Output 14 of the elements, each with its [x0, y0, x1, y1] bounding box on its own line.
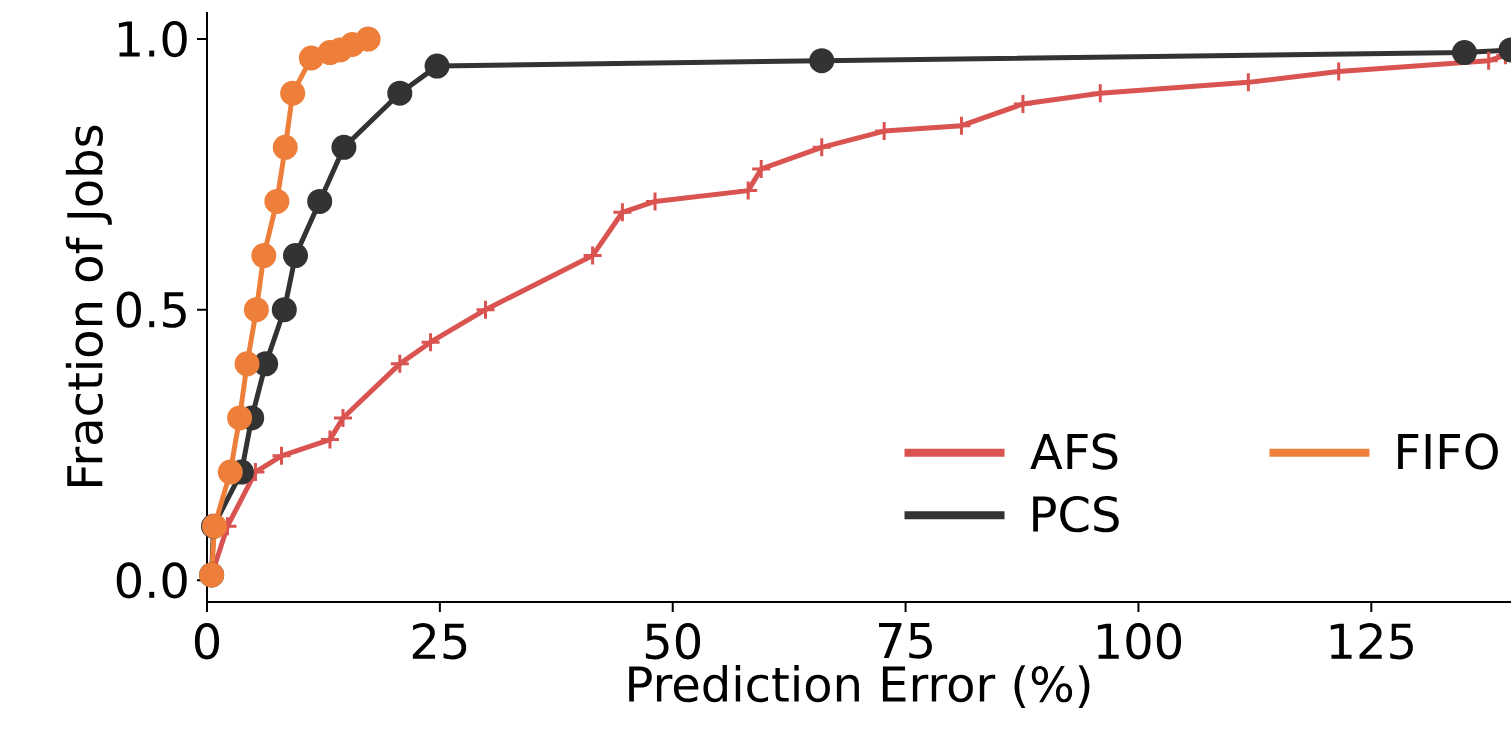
- legend-label: AFS: [1030, 433, 1118, 470]
- y-tick-label: 0.0: [116, 562, 187, 599]
- x-tick-label: 0: [194, 623, 220, 660]
- y-tick-label: 1.0: [118, 20, 187, 58]
- x-tick-label: 75: [878, 623, 932, 659]
- legend-label: PCS: [1033, 495, 1119, 533]
- x-axis-title: Prediction Error (%): [629, 665, 1090, 708]
- x-tick-label: 100: [1097, 623, 1182, 660]
- x-tick-label: 25: [412, 623, 467, 660]
- legend-label: FIFO: [1398, 433, 1498, 470]
- y-axis-title: Fraction of Jobs: [65, 125, 112, 486]
- x-tick-label: 125: [1330, 623, 1413, 660]
- x-tick-label: 50: [645, 623, 701, 660]
- y-tick-label: 0.5: [116, 291, 186, 328]
